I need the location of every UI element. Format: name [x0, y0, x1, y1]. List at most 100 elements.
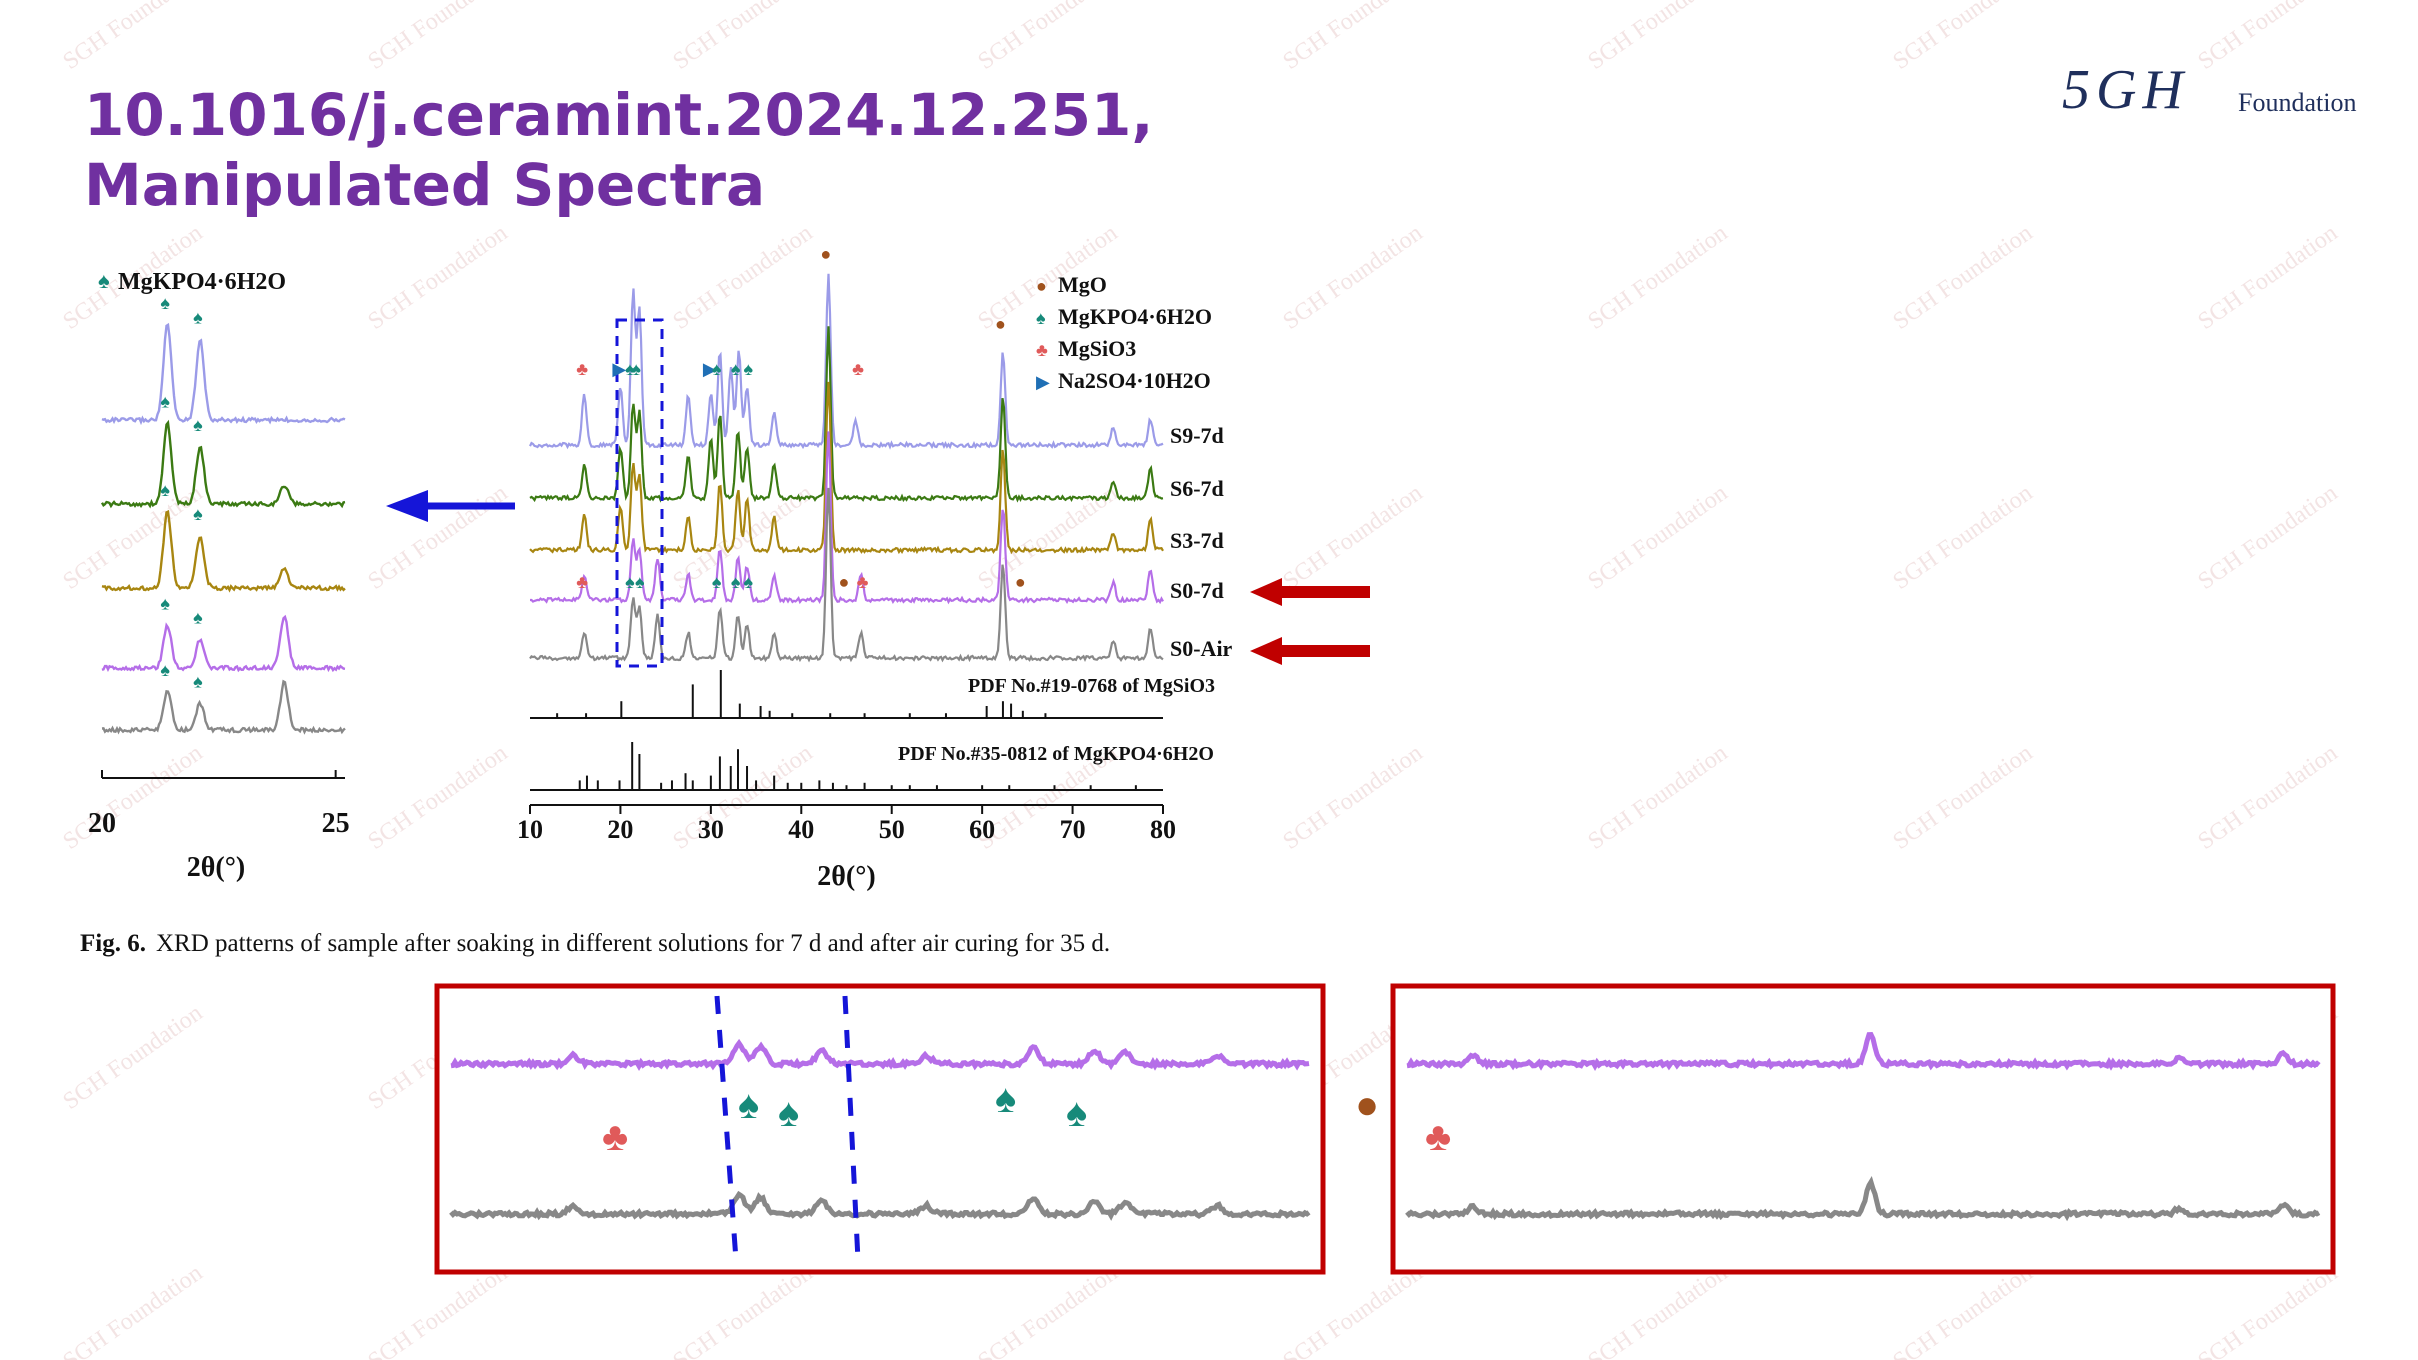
- main-series-label: S0-7d: [1170, 578, 1224, 603]
- title-line-doi: 10.1016/j.ceramint.2024.12.251,: [84, 81, 1154, 149]
- reference-label: PDF No.#35-0812 of MgKPO4·6H2O: [898, 743, 1214, 765]
- main-phase-marker: ♠: [731, 572, 741, 592]
- main-phase-marker: ●: [839, 572, 850, 592]
- main-x-axis-label: 2θ(°): [817, 861, 875, 892]
- foundation-logo: 5GH Foundation: [2050, 58, 2390, 128]
- inset-pointer-arrow-head: [386, 490, 428, 522]
- inset-series-line: [101, 679, 346, 735]
- main-phase-marker: ♠: [625, 572, 635, 592]
- main-phase-marker: ♣: [857, 572, 869, 592]
- zoom-panel-right: [1390, 983, 2336, 1275]
- caption-label: Fig. 6.: [80, 930, 146, 957]
- zoom-phase-marker: ●: [1355, 1082, 1379, 1127]
- main-legend-symbol: ♣: [1036, 340, 1048, 360]
- inset-spade-marker: ♠: [160, 293, 170, 313]
- main-x-tick-label: 50: [879, 815, 905, 844]
- main-legend-label: MgKPO4·6H2O: [1058, 304, 1212, 329]
- main-phase-marker: ♠: [635, 572, 645, 592]
- main-phase-marker: ♠: [731, 359, 741, 379]
- main-phase-marker: ▶: [703, 359, 717, 379]
- main-series-label: S9-7d: [1170, 423, 1224, 448]
- main-phase-marker: ●: [1015, 572, 1026, 592]
- zoom-dashed-line: [842, 995, 861, 1261]
- main-phase-marker: ♠: [744, 572, 754, 592]
- zoom-series-s0-air: [1405, 1175, 2321, 1222]
- zoom-phase-marker: ♠: [1066, 1090, 1087, 1135]
- red-arrow-shaft: [1280, 586, 1370, 598]
- inset-series-line: [101, 614, 346, 673]
- inset-spade-marker: ♠: [193, 671, 203, 691]
- main-series-label: S6-7d: [1170, 476, 1224, 501]
- main-phase-marker: ●: [820, 244, 831, 264]
- main-phase-marker: ▶: [612, 359, 626, 379]
- zoom-phase-marker: ♠: [778, 1090, 799, 1135]
- logo-mark: 5GH: [2062, 59, 2189, 121]
- main-phase-marker: ●: [995, 314, 1006, 334]
- main-series-line: [529, 273, 1164, 450]
- inset-spade-marker: ♠: [160, 593, 170, 613]
- zoom-dashed-line: [714, 995, 739, 1261]
- zoom-series-s0-7d: [1406, 1032, 2321, 1071]
- logo-text: Foundation: [2238, 88, 2357, 117]
- zoom-phase-marker: ♠: [995, 1076, 1016, 1121]
- inset-x-axis-label: 2θ(°): [187, 852, 245, 883]
- main-series-line: [530, 431, 1164, 605]
- figure-caption: Fig. 6. XRD patterns of sample after soak…: [80, 930, 1110, 958]
- inset-legend-label: MgKPO4·6H2O: [118, 269, 286, 295]
- main-phase-marker: ♣: [576, 359, 588, 379]
- main-x-tick-label: 40: [788, 815, 814, 844]
- main-x-tick-label: 30: [698, 815, 724, 844]
- main-series-line: [529, 326, 1164, 503]
- main-legend-symbol: ▶: [1036, 372, 1050, 392]
- main-legend-label: MgO: [1058, 272, 1107, 297]
- main-phase-marker: ♠: [744, 359, 754, 379]
- main-legend-label: Na2SO4·10H2O: [1058, 368, 1211, 393]
- title-line-subject: Manipulated Spectra: [84, 151, 766, 219]
- main-phase-marker: ♠: [631, 359, 641, 379]
- inset-spade-marker: ♠: [160, 660, 170, 680]
- main-phase-marker: ♠: [625, 359, 635, 379]
- main-highlight-box: [615, 318, 664, 668]
- zoom-phase-marker: ♣: [602, 1114, 628, 1159]
- inset-series-line: [101, 509, 346, 593]
- main-x-tick-label: 20: [607, 815, 633, 844]
- main-series-label: S0-Air: [1170, 636, 1233, 661]
- main-x-tick-label: 80: [1150, 815, 1176, 844]
- inset-legend-spade-icon: ♠: [98, 268, 110, 293]
- inset-spade-marker: ♠: [160, 391, 170, 411]
- main-series-line: [529, 487, 1164, 663]
- inset-series-line: [101, 322, 346, 426]
- main-series-line: [529, 381, 1164, 555]
- main-series-label: S3-7d: [1170, 528, 1224, 553]
- main-x-tick-label: 10: [517, 815, 543, 844]
- main-legend-label: MgSiO3: [1058, 336, 1136, 361]
- inset-series-line: [100, 419, 346, 509]
- page-title: 10.1016/j.ceramint.2024.12.251, Manipula…: [84, 80, 1384, 220]
- inset-x-tick-label: 25: [322, 808, 350, 839]
- caption-text: XRD patterns of sample after soaking in …: [155, 930, 1111, 957]
- inset-spade-marker: ♠: [160, 480, 170, 500]
- zoom-series-s0-7d: [450, 1038, 1310, 1071]
- zoom-series-s0-air: [449, 1190, 1311, 1221]
- zoom-phase-marker: ♠: [738, 1082, 759, 1127]
- inset-spade-marker: ♠: [193, 504, 203, 524]
- main-legend-symbol: ●: [1036, 276, 1047, 296]
- inset-spade-marker: ♠: [193, 307, 203, 327]
- red-arrow-head: [1250, 578, 1282, 606]
- inset-spade-marker: ♠: [193, 608, 203, 628]
- main-phase-marker: ♠: [712, 359, 722, 379]
- zoom-phase-marker: ♣: [1425, 1114, 1451, 1159]
- reference-label: PDF No.#19-0768 of MgSiO3: [968, 675, 1215, 697]
- main-legend-symbol: ♠: [1036, 308, 1046, 328]
- zoom-panel-left: [434, 983, 1326, 1275]
- inset-x-tick-label: 20: [88, 808, 116, 839]
- red-arrow-shaft: [1280, 645, 1370, 657]
- red-arrow-head: [1250, 637, 1282, 665]
- main-phase-marker: ♣: [576, 572, 588, 592]
- inset-spade-marker: ♠: [193, 415, 203, 435]
- main-x-tick-label: 60: [969, 815, 995, 844]
- main-phase-marker: ♠: [712, 572, 722, 592]
- main-x-tick-label: 70: [1060, 815, 1086, 844]
- main-phase-marker: ♣: [852, 359, 864, 379]
